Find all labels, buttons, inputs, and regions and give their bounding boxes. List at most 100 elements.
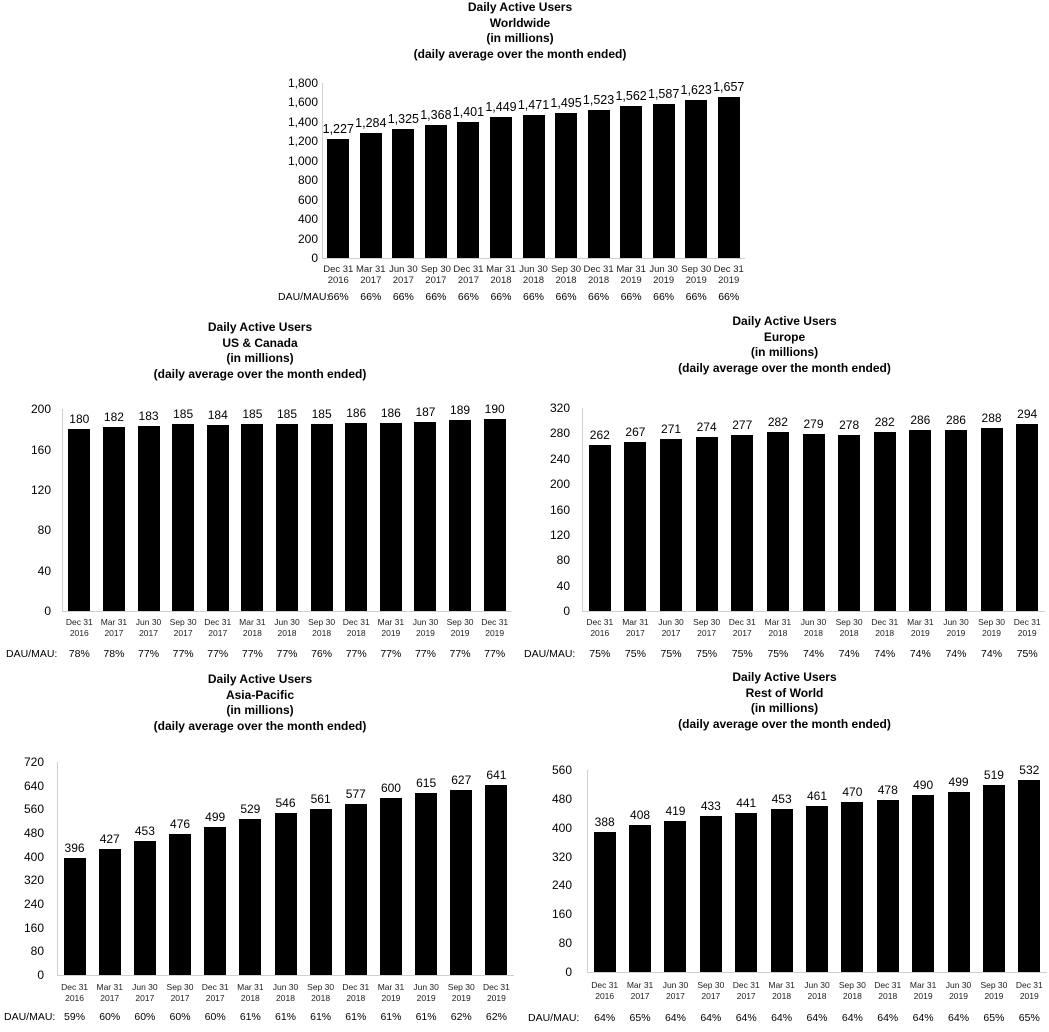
dau-mau-value: 64% bbox=[948, 1012, 970, 1024]
bar-value-label: 600 bbox=[380, 780, 401, 795]
x-tick-label-line: 2018 bbox=[772, 991, 792, 1001]
bar bbox=[1018, 780, 1041, 972]
bar bbox=[873, 432, 896, 611]
x-tick-label-line: 2018 bbox=[768, 628, 788, 638]
dau-mau-value: 75% bbox=[1016, 648, 1038, 660]
x-tick-label: Mar 31 2018 bbox=[478, 264, 524, 286]
bar bbox=[699, 815, 722, 972]
chart-title-line: (in millions) bbox=[486, 31, 554, 45]
dau-mau-value: 62% bbox=[450, 1011, 472, 1023]
dau-mau-value: 66% bbox=[425, 291, 447, 303]
chart-title-line: Daily Active Users bbox=[207, 672, 313, 686]
dau-mau-value: 77% bbox=[380, 648, 402, 660]
y-tick-label: 240 bbox=[549, 451, 570, 466]
bar-value-label: 546 bbox=[275, 796, 296, 811]
x-tick-label: Mar 31 2018 bbox=[228, 982, 272, 1004]
dau-mau-value: 74% bbox=[802, 648, 824, 660]
dau-mau-value: 78% bbox=[103, 648, 125, 660]
x-tick-label-line: 2016 bbox=[69, 628, 89, 638]
dau-mau-value: 75% bbox=[696, 648, 718, 660]
bar-value-label: 183 bbox=[138, 409, 159, 424]
chart-title-line: Europe bbox=[763, 329, 806, 344]
x-tick-label-line: Dec 31 bbox=[453, 264, 484, 275]
bar-value-label: 627 bbox=[451, 772, 472, 787]
x-tick-label-line: Dec 31 bbox=[874, 980, 902, 990]
x-tick-label-line: 2019 bbox=[984, 991, 1004, 1001]
x-tick-label: Dec 31 2018 bbox=[334, 982, 378, 1004]
x-tick-label-line: Mar 31 bbox=[909, 980, 937, 990]
y-tick-label: 720 bbox=[23, 755, 44, 769]
chart-title: Daily Active Users Europe (in millions) (da… bbox=[520, 314, 1049, 376]
chart-title: Daily Active Users Rest of World (in milli… bbox=[520, 670, 1049, 732]
dau-mau-value: 61% bbox=[380, 1011, 402, 1023]
x-tick-label: Mar 31 2017 bbox=[88, 982, 132, 1004]
y-tick-label: 120 bbox=[30, 483, 51, 497]
dau-mau-label: DAU/MAU: bbox=[278, 291, 330, 303]
dau-mau-value: 74% bbox=[874, 648, 896, 660]
bar bbox=[415, 793, 438, 975]
bar bbox=[485, 785, 508, 975]
x-tick-label-line: Mar 31 bbox=[626, 980, 654, 990]
y-tick-label: 80 bbox=[558, 936, 572, 951]
x-tick-label-line: Jun 30 bbox=[649, 264, 678, 275]
dau-mau-value: 76% bbox=[311, 648, 333, 660]
dau-mau-value: 66% bbox=[653, 291, 675, 303]
x-tick-label-line: Mar 31 bbox=[907, 617, 934, 627]
x-tick-label-line: 2016 bbox=[327, 275, 349, 286]
x-tick-label-line: Dec 31 bbox=[871, 617, 899, 627]
x-tick-label-line: 2019 bbox=[913, 991, 933, 1001]
y-axis bbox=[62, 409, 63, 611]
x-tick-label: Sep 30 2018 bbox=[543, 264, 589, 286]
dau-mau-label: DAU/MAU: bbox=[528, 1012, 580, 1024]
x-tick-label-line: Sep 30 bbox=[838, 980, 866, 990]
x-tick-label: Sep 30 2017 bbox=[413, 264, 459, 286]
bar bbox=[555, 112, 578, 258]
chart-title-line: Worldwide bbox=[489, 15, 551, 30]
bar-value-label: 529 bbox=[240, 801, 261, 816]
bar-value-label: 615 bbox=[416, 776, 437, 791]
dau-mau-value: 64% bbox=[664, 1012, 686, 1024]
x-tick-label: Jun 30 2017 bbox=[380, 264, 426, 286]
x-tick-label-line: 2017 bbox=[208, 628, 228, 638]
x-tick-label: Sep 30 2019 bbox=[970, 617, 1014, 639]
bar-value-label: 1,227 bbox=[322, 121, 354, 136]
dau-mau-value: 77% bbox=[276, 648, 298, 660]
dau-mau-value: 65% bbox=[983, 1012, 1005, 1024]
bar bbox=[982, 784, 1005, 972]
x-tick-label: Dec 31 2019 bbox=[706, 264, 752, 286]
bar bbox=[838, 434, 861, 611]
y-tick-label: 1,200 bbox=[287, 134, 318, 149]
bar bbox=[912, 795, 935, 972]
bar-value-label: 185 bbox=[173, 407, 194, 422]
x-tick-label-line: Jun 30 bbox=[274, 617, 300, 627]
x-tick-label-line: Dec 31 bbox=[583, 264, 614, 275]
dau-mau-value: 61% bbox=[310, 1011, 332, 1023]
x-tick-label-line: Dec 31 bbox=[342, 617, 370, 627]
bar bbox=[980, 428, 1003, 611]
x-tick-label-line: 2018 bbox=[555, 275, 577, 286]
x-tick-label-line: 2017 bbox=[100, 993, 120, 1003]
x-tick-label: Jun 30 2019 bbox=[403, 617, 447, 639]
x-tick-label-line: 2018 bbox=[804, 628, 823, 638]
bar bbox=[98, 848, 121, 975]
x-tick-label-line: 2017 bbox=[360, 275, 382, 286]
dau-mau-value: 66% bbox=[327, 291, 349, 303]
x-tick-label-line: Sep 30 bbox=[446, 617, 474, 627]
bar-value-label: 294 bbox=[1017, 407, 1038, 422]
bar bbox=[620, 106, 643, 258]
x-tick-label: Mar 31 2019 bbox=[608, 264, 654, 286]
x-tick-label: Sep 30 2018 bbox=[299, 982, 343, 1004]
y-tick-label: 800 bbox=[297, 173, 318, 188]
bar bbox=[731, 435, 754, 611]
bar-value-label: 185 bbox=[276, 407, 298, 422]
dau-mau-value: 64% bbox=[806, 1012, 828, 1024]
x-tick-label-line: 2016 bbox=[595, 991, 615, 1001]
bar bbox=[274, 813, 297, 975]
x-tick-label-line: 2019 bbox=[910, 628, 930, 638]
x-tick-label: Dec 31 2016 bbox=[583, 980, 627, 1002]
x-tick-label: Jun 30 2017 bbox=[127, 617, 171, 639]
x-tick-label: Jun 30 2019 bbox=[641, 264, 687, 286]
x-tick-label-line: 2017 bbox=[661, 628, 681, 638]
dau-mau-value: 77% bbox=[241, 648, 263, 660]
x-tick-label-line: Jun 30 bbox=[132, 982, 158, 992]
